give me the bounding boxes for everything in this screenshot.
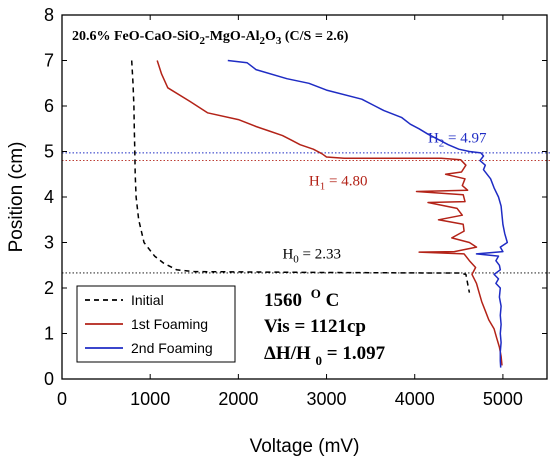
title-part-3: 2: [259, 35, 265, 47]
title-part-4: O: [265, 29, 276, 44]
ratio-suffix: = 1.097: [327, 343, 386, 364]
ratio-prefix: ΔH/H: [264, 343, 311, 364]
title-part-0: 20.6% FeO-CaO-SiO: [72, 29, 200, 44]
series-line-0: [130, 60, 471, 293]
temperature-degree-sup: O: [311, 286, 321, 301]
viscosity-label: Vis = 1121cp: [264, 316, 366, 337]
y-tick-label: 7: [44, 51, 54, 71]
temperature-unit: C: [326, 290, 340, 311]
temperature-label: 1560 O C: [264, 282, 339, 311]
series-line-2: [227, 59, 509, 368]
conditions-box: 1560 O C Vis = 1121cp ΔH/H 0 = 1.097: [264, 282, 386, 370]
x-axis-label: Voltage (mV): [250, 436, 360, 457]
height-annotations: H2 = 4.97 H1 = 4.80 H0 = 2.33: [282, 130, 487, 265]
legend-label-1: 1st Foaming: [131, 316, 208, 332]
height-annotation-0: H2 = 4.97: [428, 130, 487, 149]
title-part-5: 3: [276, 35, 282, 47]
ratio-sub: 0: [316, 353, 323, 368]
x-tick-label: 1000: [130, 389, 170, 409]
x-tick-label: 4000: [395, 389, 435, 409]
y-axis-label: Position (cm): [6, 142, 27, 253]
series-layer: [130, 59, 509, 368]
y-tick-label: 6: [44, 96, 54, 116]
x-tick-label: 3000: [307, 389, 347, 409]
height-annotation-2: H0 = 2.33: [282, 246, 341, 265]
reference-lines: [62, 152, 550, 274]
y-tick-label: 4: [44, 187, 54, 207]
chart-title: 20.6% FeO-CaO-SiO2-MgO-Al2O3 (C/S = 2.6): [72, 29, 349, 47]
y-tick-label: 0: [44, 369, 54, 389]
legend-label-0: Initial: [131, 292, 164, 308]
height-ratio-label: ΔH/H 0 = 1.097: [264, 343, 386, 370]
x-tick-label: 2000: [218, 389, 258, 409]
height-annotation-1: H1 = 4.80: [309, 174, 368, 193]
temperature-value: 1560: [264, 290, 302, 311]
x-tick-label: 5000: [483, 389, 523, 409]
legend-label-2: 2nd Foaming: [131, 340, 213, 356]
title-part-2: -MgO-Al: [205, 29, 260, 44]
legend: Initial 1st Foaming 2nd Foaming: [76, 285, 236, 363]
title-part-6: (C/S = 2.6): [281, 29, 348, 44]
y-tick-label: 1: [44, 324, 54, 344]
y-tick-label: 3: [44, 233, 54, 253]
x-tick-label: 0: [57, 389, 67, 409]
y-tick-label: 2: [44, 278, 54, 298]
y-tick-label: 5: [44, 142, 54, 162]
title-part-1: 2: [200, 35, 206, 47]
series-line-1: [156, 60, 503, 366]
y-tick-label: 8: [44, 5, 54, 25]
